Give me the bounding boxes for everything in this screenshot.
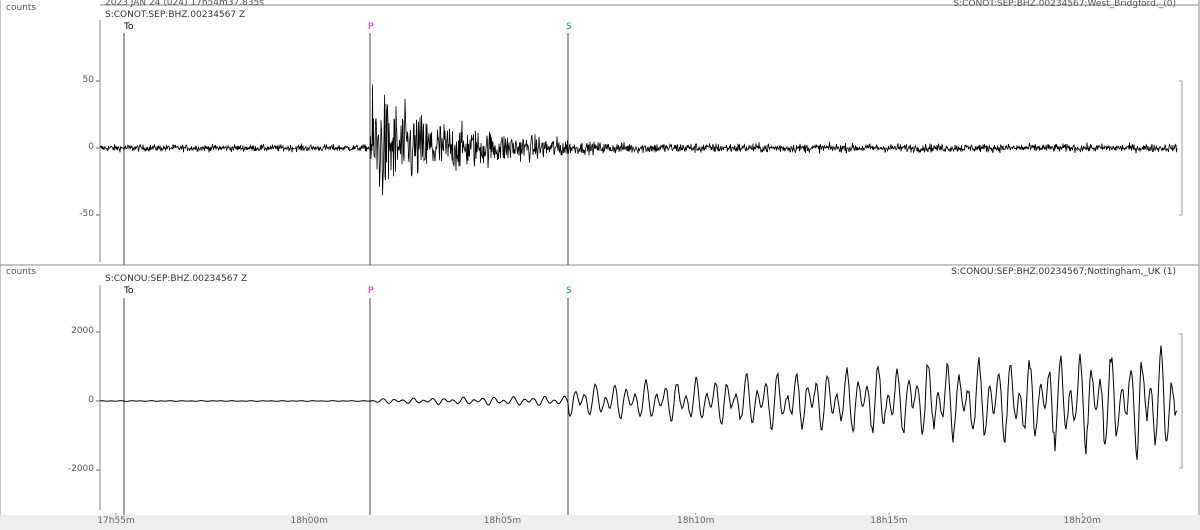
y-tick-label: -2000 (67, 464, 94, 474)
trace-1-channel: S:CONOU:SEP:BHZ.00234567 Z (105, 274, 248, 284)
time-tick-label: 18h05m (483, 516, 522, 526)
phase-marker-label: To (124, 22, 134, 32)
time-tick-label: 17h55m (97, 516, 135, 526)
time-tick-label: 18h10m (677, 516, 715, 526)
phase-marker-label: S (566, 286, 572, 296)
time-tick-label: 18h20m (1063, 516, 1101, 526)
time-tick-label: 18h00m (290, 516, 328, 526)
waveform-trace-0 (99, 84, 1178, 196)
trace-0-station: S:CONOT:SEP:BHZ.00234567;West_Bridgford,… (953, 0, 1176, 9)
time-tick-label: 18h15m (870, 516, 908, 526)
amplitude-bracket (1179, 333, 1183, 469)
trace-1-units: counts (6, 267, 37, 277)
waveform-trace-1 (99, 345, 1178, 460)
phase-marker-label: P (368, 286, 374, 296)
phase-marker-label: To (124, 286, 134, 296)
y-tick-label: 0 (88, 142, 94, 152)
amplitude-bracket (1179, 80, 1183, 216)
y-tick-label: -50 (79, 209, 94, 219)
y-tick-label: 50 (82, 75, 94, 85)
phase-marker-label: S (566, 22, 572, 32)
trace-0-channel: S:CONOT:SEP:BHZ.00234567 Z (105, 10, 246, 20)
trace-0-units: counts (6, 3, 37, 13)
y-tick-label: 0 (88, 395, 94, 405)
phase-marker-label: P (368, 22, 374, 32)
status-bar (0, 515, 1200, 530)
origin-time: 2023 JAN 24 (024) 17h54m37.835s (105, 0, 264, 8)
y-tick-label: 2000 (71, 326, 94, 336)
trace-1-station: S:CONOU:SEP:BHZ.00234567;Nottingham,_UK … (951, 267, 1176, 277)
